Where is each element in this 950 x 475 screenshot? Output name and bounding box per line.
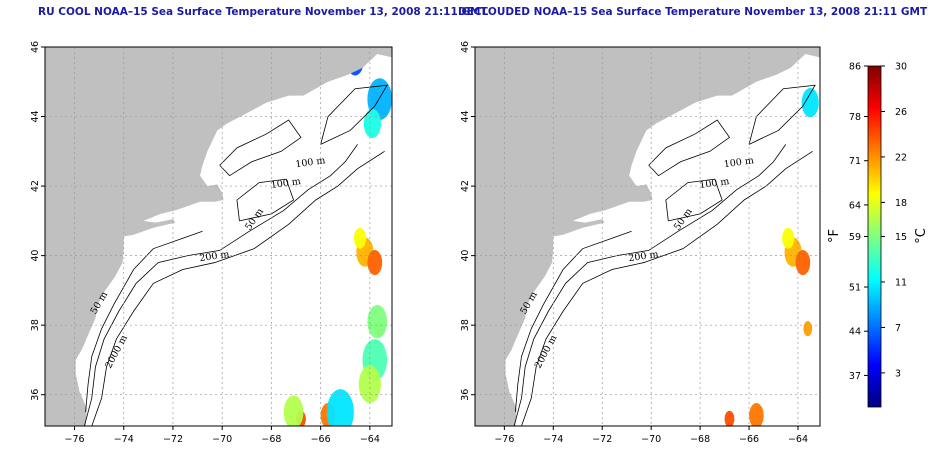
sst-patch: [803, 321, 813, 337]
x-tick-label: −68: [690, 434, 710, 445]
land-mass: [475, 47, 820, 426]
celsius-tick-label: 18: [895, 198, 907, 209]
x-tick-label: −72: [163, 434, 183, 445]
map-frame: [44, 46, 393, 427]
fahrenheit-unit: °F: [827, 229, 842, 243]
fahrenheit-tick-label: 37: [849, 371, 861, 382]
celsius-tick-label: 11: [895, 277, 907, 288]
y-tick-label: 38: [30, 319, 41, 331]
contour-50m: [514, 230, 632, 413]
x-tick-label: −76: [494, 434, 514, 445]
left-map-title: RU COOL NOAA–15 Sea Surface Temperature …: [38, 6, 488, 18]
right-map-title: DECLOUDED NOAA–15 Sea Surface Temperatur…: [458, 6, 928, 18]
sst-patch: [724, 410, 735, 426]
y-tick-label: 44: [30, 110, 41, 122]
celsius-tick-label: 15: [895, 232, 907, 243]
sst-patch: [353, 227, 367, 249]
sst-patch: [363, 108, 381, 139]
contour-label: 100 m: [723, 155, 754, 170]
x-tick-label: −74: [114, 434, 134, 445]
contour-label: 100 m: [295, 155, 326, 170]
contour-label: 100 m: [699, 176, 730, 191]
contour-gulf-of-maine: [219, 119, 302, 177]
x-tick-label: −64: [360, 434, 380, 445]
celsius-tick-label: 22: [895, 152, 907, 163]
x-tick-label: −68: [261, 434, 281, 445]
colorbar-scale: [867, 65, 882, 408]
y-tick-label: 38: [460, 319, 471, 331]
y-tick-label: 36: [30, 389, 41, 401]
y-tick-label: 46: [30, 41, 41, 53]
sst-patch: [367, 304, 388, 339]
y-tick-label: 42: [460, 180, 471, 192]
colorbar: 30 86 26 78 22 71 18 64 15 59 11 51 7 44 3 37 °F °C: [827, 62, 929, 408]
fahrenheit-tick-label: 71: [849, 156, 861, 167]
contour-scotian-shelf: [320, 84, 388, 145]
x-tick-label: −66: [311, 434, 331, 445]
sst-patch: [283, 395, 304, 426]
x-tick-label: −76: [65, 434, 85, 445]
y-tick-label: 42: [30, 180, 41, 192]
land-mass: [45, 47, 392, 426]
contour-2000m: [91, 150, 385, 426]
fahrenheit-tick-label: 44: [849, 327, 861, 338]
y-tick-label: 40: [460, 250, 471, 262]
contour-gulf-of-maine: [648, 119, 731, 177]
x-tick-label: −72: [592, 434, 612, 445]
celsius-tick-label: 7: [895, 323, 901, 334]
y-tick-label: 44: [460, 110, 471, 122]
fahrenheit-tick-label: 86: [849, 62, 861, 73]
fahrenheit-tick-label: 64: [849, 200, 861, 211]
contour-label: 100 m: [270, 176, 301, 191]
x-tick-label: −66: [739, 434, 759, 445]
x-tick-label: −70: [212, 434, 232, 445]
map-frame: [474, 46, 821, 427]
celsius-tick-label: 3: [895, 368, 901, 379]
celsius-tick-label: 30: [895, 62, 907, 73]
contour-50m: [85, 230, 203, 413]
sst-patch: [795, 250, 811, 276]
x-tick-label: −64: [788, 434, 808, 445]
sst-patch: [801, 88, 819, 118]
celsius-tick-label: 26: [895, 107, 907, 118]
sst-patch: [782, 227, 795, 249]
y-tick-label: 40: [30, 250, 41, 262]
sst-patch: [358, 365, 381, 404]
y-tick-label: 36: [460, 389, 471, 401]
x-tick-label: −70: [641, 434, 661, 445]
contour-2000m: [521, 150, 813, 426]
x-tick-label: −74: [543, 434, 563, 445]
sst-patch: [326, 389, 354, 426]
contour-label: 200 m: [628, 249, 659, 264]
fahrenheit-tick-label: 51: [849, 283, 861, 294]
contour-200m: [83, 144, 358, 426]
sst-patch: [749, 403, 764, 426]
fahrenheit-tick-label: 78: [849, 112, 861, 123]
fahrenheit-tick-label: 59: [849, 232, 861, 243]
sst-patch: [367, 250, 383, 276]
y-tick-label: 46: [460, 41, 471, 53]
contour-label: 200 m: [199, 249, 230, 264]
celsius-unit: °C: [914, 228, 929, 244]
